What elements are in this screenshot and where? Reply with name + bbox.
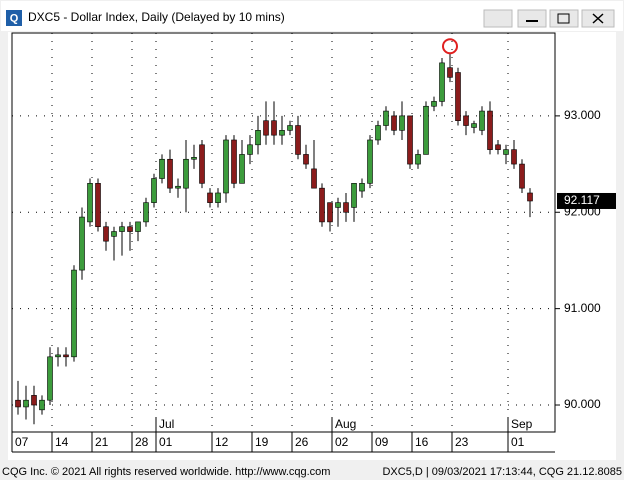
candle-body (343, 202, 349, 213)
candle-body (399, 115, 405, 131)
x-tick-label: 07 (15, 435, 29, 449)
x-tick-label: 28 (135, 435, 149, 449)
candle-body (327, 202, 333, 223)
candle-body (87, 183, 93, 223)
x-tick-label: 26 (295, 435, 309, 449)
candle-body (223, 139, 229, 194)
window-title: DXC5 - Dollar Index, Daily (Delayed by 1… (28, 10, 285, 24)
candle-body (215, 192, 221, 203)
x-tick-label: 09 (375, 435, 389, 449)
candle-body (391, 115, 397, 131)
plot-frame (11, 32, 556, 433)
candle-body (303, 154, 309, 165)
month-label: Sep (511, 417, 533, 431)
candle-body (23, 399, 29, 408)
maximize-button[interactable] (549, 9, 579, 28)
x-tick-label: 21 (95, 435, 109, 449)
candle-body (351, 183, 357, 208)
candle-body (527, 192, 533, 202)
candle-body (407, 115, 413, 165)
last-price-label: 92.117 (564, 193, 600, 207)
candle-body (31, 395, 37, 406)
link-button[interactable] (483, 9, 513, 28)
candle-body (55, 354, 61, 358)
candle-body (263, 120, 269, 136)
candle-body (127, 226, 133, 232)
candle-body (231, 139, 237, 184)
candle-body (479, 110, 485, 131)
candle-body (375, 125, 381, 141)
candle-body (191, 157, 197, 160)
minimize-button[interactable] (517, 9, 547, 28)
candle-body (367, 139, 373, 184)
candle-body (199, 144, 205, 184)
candle-body (143, 202, 149, 223)
candle-body (279, 130, 285, 136)
x-tick-label: 23 (455, 435, 469, 449)
candle-body (439, 62, 445, 102)
candle-body (431, 101, 437, 107)
x-tick-label: 19 (255, 435, 269, 449)
candle-body (135, 221, 141, 232)
month-label: Aug (335, 417, 356, 431)
candle-body (415, 154, 421, 165)
candle-body (167, 158, 173, 189)
x-tick-label: 16 (415, 435, 429, 449)
candle-body (71, 269, 77, 358)
candle-body (79, 216, 85, 271)
candle-body (447, 67, 453, 78)
candle-body (95, 183, 101, 228)
candle-body (287, 125, 293, 131)
x-tick-label: 01 (511, 435, 525, 449)
footer-right: DXC5,D | 09/03/2021 17:13:44, CQG 21.12.… (382, 466, 622, 478)
y-tick-label: 91.000 (564, 301, 601, 315)
candle-body (271, 120, 277, 136)
candle-body (511, 149, 517, 165)
candle-body (47, 356, 53, 401)
candle-body (255, 130, 261, 146)
candle-body (503, 149, 509, 155)
y-tick-label: 93.000 (564, 108, 601, 122)
candle-body (383, 110, 389, 126)
candle-body (151, 178, 157, 203)
month-label: Jul (159, 417, 174, 431)
candle-body (183, 158, 189, 189)
close-glyph (592, 13, 604, 24)
footer-left: CQG Inc. © 2021 All rights reserved worl… (2, 466, 330, 478)
candle-body (471, 123, 477, 128)
peak-marker (442, 38, 458, 55)
candle-body (103, 226, 109, 242)
candle-body (119, 226, 125, 232)
last-price-box (557, 192, 616, 209)
candle-body (423, 105, 429, 155)
candle-body (295, 125, 301, 155)
app-icon-letter: Q (10, 12, 19, 24)
candle-body (15, 399, 21, 408)
candle-body (311, 168, 317, 189)
candle-body (39, 399, 45, 411)
y-tick-label: 90.000 (564, 397, 601, 411)
x-tick-label: 02 (335, 435, 349, 449)
x-tick-label: 14 (55, 435, 69, 449)
candle-body (159, 158, 165, 179)
candle-body (111, 231, 117, 237)
x-tick-label: 12 (215, 435, 229, 449)
app-icon (6, 10, 22, 26)
x-tick-label: 01 (159, 435, 173, 449)
candle-body (455, 72, 461, 122)
candle-body (175, 185, 181, 189)
candle-body (487, 110, 493, 150)
candle-body (495, 144, 501, 150)
candle-body (463, 115, 469, 126)
candle-body (239, 154, 245, 184)
candle-body (335, 202, 341, 208)
maximize-glyph (557, 13, 570, 24)
candle-body (247, 144, 253, 155)
candle-body (207, 192, 213, 203)
candle-body (359, 183, 365, 192)
candle-body (519, 163, 525, 189)
candle-body (319, 187, 325, 223)
candle-body (63, 354, 69, 358)
